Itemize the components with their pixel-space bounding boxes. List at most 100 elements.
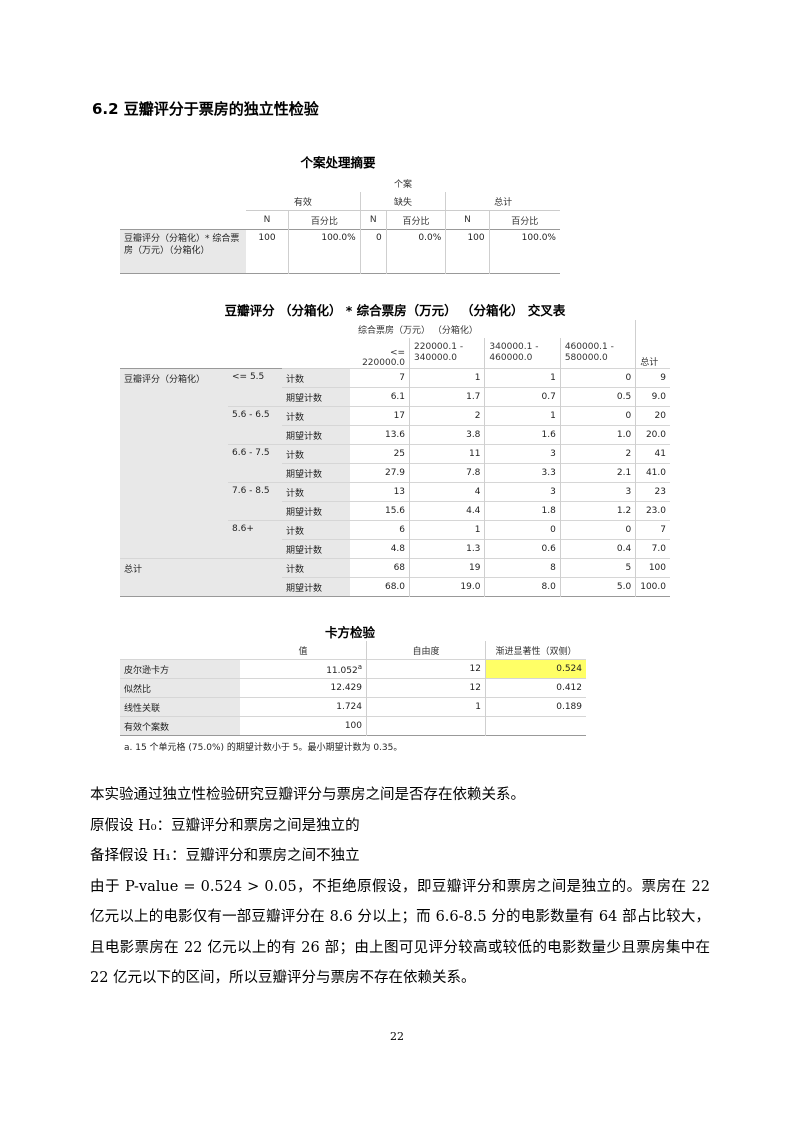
sub-col: 百分比: [385, 210, 446, 230]
chisq-value: 1.724: [240, 697, 367, 717]
total-label: 总计: [120, 558, 282, 597]
chisq-row: 似然比 12.429 12 0.412: [120, 678, 586, 698]
crosstab-cell: 19.0: [409, 577, 485, 597]
crosstab-cell: 20.0: [635, 425, 670, 445]
crosstab-row: 5.6 - 6.5 计数 17 2 1 0 20: [120, 406, 670, 445]
section-heading: 6.2 豆瓣评分于票房的独立性检验: [92, 100, 319, 118]
chisq-col-header: 值: [298, 646, 308, 657]
footnote-marker: a: [357, 662, 362, 671]
stat-label: 期望计数: [282, 425, 350, 445]
chisq-sig: 0.189: [485, 697, 586, 717]
crosstab-col-header: 220000.1 - 340000.0: [409, 338, 485, 369]
crosstab-row: 7.6 - 8.5 计数 13 4 3 3 23: [120, 482, 670, 521]
crosstab-cell: 1: [484, 368, 561, 388]
crosstab-cell: 1.3: [409, 539, 485, 559]
chisq-col-header: 自由度: [366, 641, 486, 660]
crosstab-cell: 0: [559, 520, 636, 540]
crosstab-cell: 0: [559, 406, 636, 426]
crosstab-col-header: <= 220000.0: [362, 348, 406, 368]
chisq-col-header: 渐进显著性（双侧）: [485, 641, 586, 660]
crosstab-cell: 68: [350, 558, 410, 578]
chisq-row-label: 有效个案数: [120, 716, 240, 736]
paragraph: 原假设 H₀：豆瓣评分和票房之间是独立的: [90, 817, 360, 834]
crosstab-cell: 9.0: [635, 387, 670, 407]
crosstab-cell: 3: [484, 482, 561, 502]
crosstab-cell: 0.6: [484, 539, 561, 559]
crosstab-col-header: 460000.1 - 580000.0: [559, 338, 636, 369]
crosstab-cell: 13.6: [350, 425, 410, 445]
chisq-sig: [485, 716, 586, 736]
case-summary-table: 个案 有效 缺失 总计 N 百分比 N 百分比 N 百分比 豆瓣评分（分箱化）*…: [120, 174, 560, 274]
crosstab-cell: 8: [484, 558, 561, 578]
chisq-value-text: 100: [344, 721, 362, 731]
chisq-row: 皮尔逊卡方 11.052a 12 0.524: [120, 659, 586, 679]
crosstab-cell: 6: [350, 520, 410, 540]
crosstab-col-header: 总计: [635, 338, 670, 369]
crosstab-cell: 20: [635, 406, 670, 426]
crosstab-cell: 1.7: [409, 387, 485, 407]
case-cell: 100: [445, 229, 490, 274]
crosstab-row: 总计 计数 68 19 8 5 100: [120, 558, 670, 597]
crosstab-cell: 4: [409, 482, 485, 502]
chisq-row: 有效个案数 100: [120, 716, 586, 736]
crosstab-row: 8.6+ 计数 6 1 0 0 7: [120, 520, 670, 559]
stat-label: 计数: [282, 406, 350, 426]
case-cell: 100: [246, 229, 289, 274]
paragraph: 由于 P-value = 0.524 > 0.05，不拒绝原假设，即豆瓣评分和票…: [90, 878, 710, 987]
chisq-df: [366, 716, 486, 736]
group-missing: 缺失: [359, 192, 446, 211]
crosstab-cell: 5.0: [559, 577, 636, 597]
crosstab-row: 期望计数 27.9 7.8 3.3 2.1 41.0: [120, 463, 670, 483]
chisq-row-label: 似然比: [120, 678, 240, 698]
crosstab-cell: 25: [350, 444, 410, 464]
case-group-header: 个案: [393, 179, 412, 190]
crosstab-cell: 41: [635, 444, 670, 464]
chisq-value: 11.052a: [240, 659, 367, 679]
crosstab-cell: 8.0: [484, 577, 561, 597]
paragraph: 本实验通过独立性检验研究豆瓣评分与票房之间是否存在依赖关系。: [90, 787, 525, 803]
crosstab-row: 期望计数 13.6 3.8 1.6 1.0 20.0: [120, 425, 670, 445]
crosstab-title: 豆瓣评分 （分箱化） * 综合票房（万元） （分箱化） 交叉表: [224, 303, 566, 318]
stat-label: 计数: [282, 444, 350, 464]
crosstab-row: 期望计数 15.6 4.4 1.8 1.2 23.0: [120, 501, 670, 521]
chisq-df: 12: [366, 678, 486, 698]
crosstab-cell: 27.9: [350, 463, 410, 483]
chisq-row-label: 皮尔逊卡方: [120, 659, 240, 679]
crosstab-cell: 3.8: [409, 425, 485, 445]
body-text: 本实验通过独立性检验研究豆瓣评分与票房之间是否存在依赖关系。 原假设 H₀：豆瓣…: [90, 780, 710, 994]
case-row-label: 豆瓣评分（分箱化）* 综合票房（万元）（分箱化）: [120, 229, 246, 274]
crosstab-cell: 7: [635, 520, 670, 540]
crosstab-cell: 13: [350, 482, 410, 502]
chisq-footnote: a. 15 个单元格 (75.0%) 的期望计数小于 5。最小期望计数为 0.3…: [124, 743, 403, 753]
crosstab-cell: 23.0: [635, 501, 670, 521]
sub-col: N: [359, 210, 387, 230]
crosstab-cell: 41.0: [635, 463, 670, 483]
chisq-df: 1: [366, 697, 486, 717]
case-cell: 0: [359, 229, 387, 274]
sub-col: N: [263, 215, 271, 225]
chisq-row-label: 线性关联: [120, 697, 240, 717]
stat-label: 期望计数: [282, 539, 350, 559]
crosstab-cell: 1.2: [559, 501, 636, 521]
crosstab-cell: 68.0: [350, 577, 410, 597]
crosstab-cell: 1.8: [484, 501, 561, 521]
crosstab-cell: 2.1: [559, 463, 636, 483]
chisq-value: 100: [240, 716, 367, 736]
group-total: 总计: [445, 192, 560, 211]
crosstab-table: 综合票房（万元） （分箱化） <= 220000.0 220000.1 - 34…: [120, 320, 670, 597]
row-category: 6.6 - 7.5: [228, 444, 282, 483]
stat-label: 期望计数: [282, 387, 350, 407]
case-cell: 100.0%: [488, 229, 560, 274]
row-category: <= 5.5: [228, 368, 282, 407]
chisq-title: 卡方检验: [324, 625, 375, 640]
chisq-sig: 0.412: [485, 678, 586, 698]
crosstab-cell: 6.1: [350, 387, 410, 407]
case-cell: 0.0%: [385, 229, 446, 274]
crosstab-cell: 0.7: [484, 387, 561, 407]
crosstab-cell: 1.6: [484, 425, 561, 445]
crosstab-cell: 7.0: [635, 539, 670, 559]
crosstab-cell: 0: [559, 368, 636, 388]
crosstab-cell: 0.4: [559, 539, 636, 559]
sub-col: 百分比: [288, 210, 361, 230]
crosstab-cell: 7.8: [409, 463, 485, 483]
